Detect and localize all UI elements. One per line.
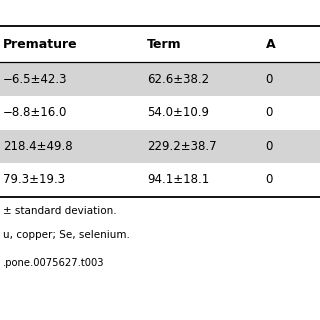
- Text: 79.3±19.3: 79.3±19.3: [3, 173, 65, 187]
- Text: Premature: Premature: [3, 37, 78, 51]
- Text: 54.0±10.9: 54.0±10.9: [147, 106, 209, 119]
- Bar: [0, 26, 320, 62]
- Text: 218.4±49.8: 218.4±49.8: [3, 140, 73, 153]
- Text: 0: 0: [266, 73, 273, 86]
- Text: A: A: [266, 37, 275, 51]
- Text: −6.5±42.3: −6.5±42.3: [3, 73, 68, 86]
- Text: 0: 0: [266, 173, 273, 187]
- Bar: [0, 130, 320, 163]
- Text: 62.6±38.2: 62.6±38.2: [147, 73, 209, 86]
- Text: 0: 0: [266, 140, 273, 153]
- Text: 229.2±38.7: 229.2±38.7: [147, 140, 217, 153]
- Bar: [0, 163, 320, 197]
- Text: Term: Term: [147, 37, 182, 51]
- Text: 0: 0: [266, 106, 273, 119]
- Bar: [0, 96, 320, 130]
- Text: 94.1±18.1: 94.1±18.1: [147, 173, 210, 187]
- Text: .pone.0075627.t003: .pone.0075627.t003: [3, 258, 105, 268]
- Text: −8.8±16.0: −8.8±16.0: [3, 106, 68, 119]
- Text: ± standard deviation.: ± standard deviation.: [3, 206, 117, 216]
- Text: u, copper; Se, selenium.: u, copper; Se, selenium.: [3, 230, 130, 240]
- Bar: [0, 62, 320, 96]
